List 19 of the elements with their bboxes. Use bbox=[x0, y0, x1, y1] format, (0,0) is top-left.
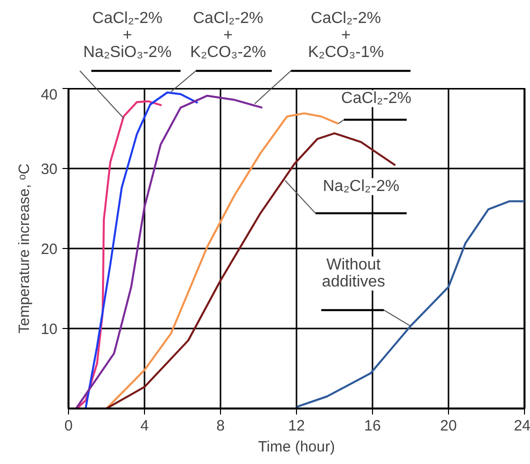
x-tick-label: 0 bbox=[64, 418, 73, 434]
x-tick-label: 8 bbox=[216, 418, 225, 434]
x-tick-label: 20 bbox=[440, 418, 457, 434]
series-label: Na₂Cl₂-2% bbox=[322, 178, 400, 196]
y-axis-title: Temperature increase, ᵒC bbox=[16, 163, 33, 334]
y-tick-label: 30 bbox=[40, 161, 58, 178]
x-tick-label: 16 bbox=[364, 418, 381, 434]
y-tick-label: 10 bbox=[40, 321, 58, 338]
x-tick-label: 4 bbox=[140, 418, 149, 434]
text: Without additives bbox=[322, 256, 386, 290]
series-label: CaCl₂-2% bbox=[341, 90, 412, 108]
x-tick-label: 24 bbox=[514, 418, 530, 434]
y-tick-label: 20 bbox=[40, 241, 58, 258]
text: CaCl₂-2% + K₂CO₃-1% bbox=[308, 10, 384, 62]
x-tick-label: 12 bbox=[288, 418, 305, 434]
text: CaCl₂-2% + K₂CO₃-2% bbox=[190, 10, 266, 62]
text: CaCl₂-2% + Na₂SiO₃-2% bbox=[83, 10, 172, 62]
x-axis-title: Time (hour) bbox=[258, 438, 335, 456]
y-tick-label: 40 bbox=[40, 86, 58, 104]
